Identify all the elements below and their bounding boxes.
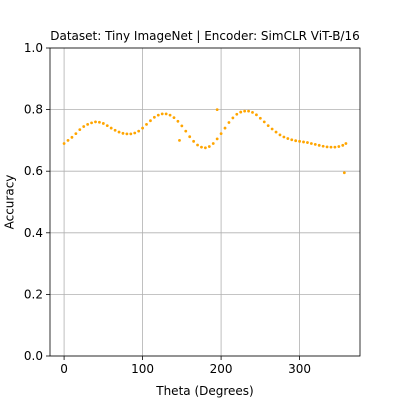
point — [298, 139, 301, 143]
point — [156, 113, 160, 117]
point — [251, 110, 254, 114]
point — [344, 142, 348, 145]
point — [274, 130, 278, 134]
y-tick-label: 1.0 — [24, 41, 43, 55]
point — [294, 139, 298, 143]
x-tick-label: 300 — [288, 362, 311, 376]
point — [227, 121, 231, 124]
point — [262, 120, 266, 124]
point — [113, 128, 117, 132]
point — [255, 113, 258, 117]
point — [219, 132, 223, 136]
y-tick-label: 0.4 — [24, 226, 43, 240]
point — [196, 143, 199, 147]
y-tick-label: 0.8 — [24, 103, 43, 117]
y-axis-label: Accuracy — [3, 175, 17, 230]
point — [86, 122, 90, 126]
point — [302, 140, 305, 144]
point — [62, 142, 66, 145]
point — [203, 146, 207, 150]
point — [325, 145, 329, 149]
point — [66, 139, 70, 142]
plot-frame — [49, 47, 361, 357]
point — [239, 110, 243, 114]
point — [164, 112, 168, 116]
point — [321, 144, 325, 148]
point — [278, 133, 282, 137]
point — [152, 115, 156, 119]
point — [333, 145, 337, 149]
point — [141, 126, 144, 130]
point — [342, 171, 346, 175]
y-tick-label: 0.0 — [24, 349, 43, 363]
point — [184, 129, 188, 133]
point — [313, 143, 317, 146]
point — [125, 132, 129, 136]
point — [70, 135, 74, 139]
point — [129, 132, 133, 136]
point — [74, 132, 78, 136]
point — [286, 137, 290, 140]
point — [145, 122, 148, 126]
point — [90, 121, 93, 125]
point — [133, 131, 137, 135]
point — [200, 145, 203, 149]
point — [172, 116, 176, 120]
point — [317, 143, 321, 147]
point — [231, 116, 235, 120]
y-tick-label: 0.6 — [24, 164, 43, 178]
point — [178, 139, 181, 142]
point — [341, 143, 345, 147]
point — [101, 122, 105, 125]
point — [82, 125, 86, 128]
point — [215, 108, 219, 111]
x-tick-label: 0 — [60, 362, 68, 376]
point — [266, 124, 270, 128]
point — [98, 120, 101, 124]
point — [109, 126, 113, 130]
point — [235, 112, 239, 116]
point — [329, 145, 333, 149]
chart-title: Dataset: Tiny ImageNet | Encoder: SimCLR… — [50, 29, 360, 43]
y-tick-label: 0.2 — [24, 287, 43, 301]
point — [168, 113, 172, 117]
point — [94, 120, 97, 124]
point — [306, 141, 309, 144]
point — [243, 109, 247, 113]
point — [137, 129, 141, 133]
point — [247, 109, 250, 113]
x-axis-label: Theta (Degrees) — [155, 384, 253, 398]
point — [215, 137, 219, 141]
x-tick-label: 200 — [210, 362, 233, 376]
point — [207, 145, 211, 148]
point — [211, 142, 215, 145]
point — [149, 119, 152, 123]
point — [180, 124, 184, 128]
point — [121, 131, 125, 135]
point — [78, 128, 82, 132]
point — [270, 127, 274, 131]
point — [192, 139, 196, 143]
point — [160, 112, 164, 116]
point — [117, 130, 121, 134]
point — [309, 142, 313, 145]
point — [282, 135, 286, 139]
point — [223, 126, 227, 130]
point — [105, 124, 109, 128]
point — [290, 138, 294, 142]
point — [337, 145, 341, 148]
point — [188, 135, 192, 139]
point — [258, 116, 262, 120]
x-tick-label: 100 — [131, 362, 154, 376]
point — [176, 119, 180, 123]
